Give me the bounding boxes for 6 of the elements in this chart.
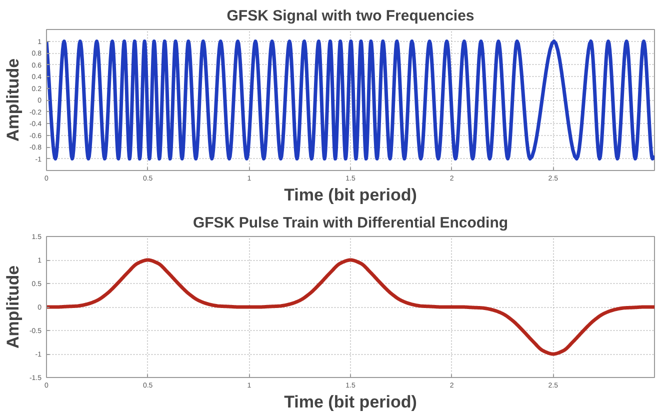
chart-title: GFSK Signal with two Frequencies [226, 8, 474, 24]
y-axis-title: Amplitude [3, 265, 22, 349]
chart-title: GFSK Pulse Train with Differential Encoding [192, 214, 508, 232]
x-axis-title: Time (bit period) [284, 186, 417, 204]
y-axis-title: Amplitude [3, 58, 22, 142]
x-axis-title: Time (bit period) [284, 392, 417, 412]
